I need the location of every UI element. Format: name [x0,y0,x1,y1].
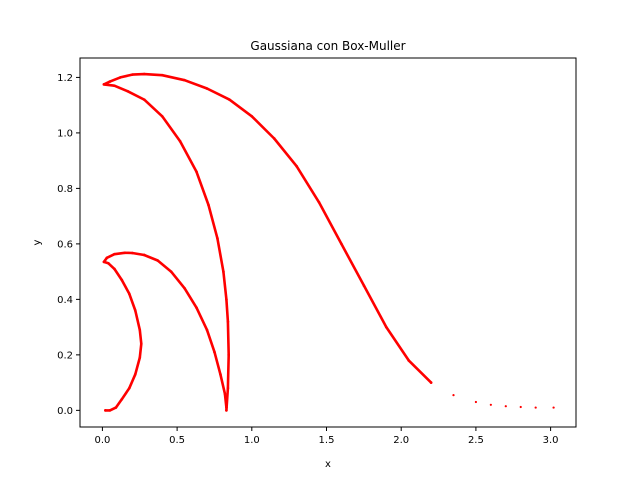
data-point [130,251,134,255]
data-point [123,251,127,255]
data-point [384,325,388,329]
x-tick-label: 0.5 [169,435,185,446]
data-point [138,356,142,359]
data-point [534,406,537,409]
data-point [272,137,276,140]
data-point [183,78,186,82]
x-tick-label: 1.5 [319,435,335,446]
data-point [105,256,109,260]
data-point [195,306,198,309]
y-tick-label: 1.0 [57,128,73,139]
data-point [228,98,231,101]
data-point [205,328,209,332]
data-point [340,242,343,246]
data-point [504,405,507,408]
x-tick-label: 2.0 [393,435,409,446]
data-point [205,87,209,90]
data-point [119,76,122,79]
data-point [142,72,146,76]
data-point [216,237,219,240]
data-point [113,84,116,88]
data-point [160,73,164,77]
data-point [250,114,254,118]
data-point [222,270,225,273]
series-trace [102,72,433,412]
data-point [107,262,110,265]
data-point [552,406,555,409]
data-point [133,372,137,376]
data-point [219,372,222,376]
x-tick-label: 0.0 [94,435,110,446]
data-point [225,409,228,412]
x-tick-label: 1.0 [244,435,260,446]
chart-title: Gaussiana con Box-Muller [250,39,405,53]
data-point [225,298,228,301]
data-point [160,114,164,118]
data-point [183,286,186,290]
data-point [429,381,433,384]
plot-area [102,72,555,412]
data-point [156,259,159,262]
data-point [227,353,230,357]
data-point [139,342,143,346]
data-point [213,350,216,354]
x-tick-label: 3.0 [543,435,559,446]
data-point [130,73,134,76]
y-tick-label: 0.8 [57,184,73,195]
y-tick-label: 0.6 [57,239,73,250]
data-point [128,292,131,296]
data-point [489,403,492,406]
series-1 [102,251,228,412]
data-point [195,170,198,174]
data-point [126,89,130,93]
data-point [114,406,118,409]
data-point [113,252,116,256]
y-axis-label: y [32,239,43,245]
data-point [133,309,137,312]
y-tick-label: 0.0 [57,406,73,417]
axes-frame [79,57,577,428]
y-tick-label: 1.2 [57,73,73,84]
data-point [142,98,146,101]
data-point [120,397,124,401]
data-point [474,400,478,404]
data-point [108,409,112,412]
y-tick-label: 0.2 [57,350,73,361]
data-point [102,260,106,264]
data-point [102,83,106,86]
data-point [295,164,298,168]
axis-ticks: 0.0 0.5 1.0 1.5 2.0 2.5 3.0 0.0 0.2 0.4 0.6 0.8 1.0 1… [57,73,558,446]
data-point [128,386,131,390]
data-point [223,392,227,396]
data-point [104,409,107,412]
x-tick-label: 2.5 [468,435,484,446]
data-point [120,278,124,282]
data-point [519,405,522,409]
data-point [169,270,173,273]
data-point [226,386,230,390]
data-point [407,359,410,362]
data-point [178,139,182,143]
series-2 [102,72,555,412]
data-point [142,253,146,257]
x-axis-label: x [325,459,331,470]
data-point [226,320,230,323]
data-point [452,393,455,397]
data-point [113,267,116,271]
data-point [138,328,142,332]
data-point [207,203,210,207]
y-tick-label: 0.4 [57,295,73,306]
data-point [317,200,321,204]
data-point [108,80,112,83]
data-point [362,284,366,287]
